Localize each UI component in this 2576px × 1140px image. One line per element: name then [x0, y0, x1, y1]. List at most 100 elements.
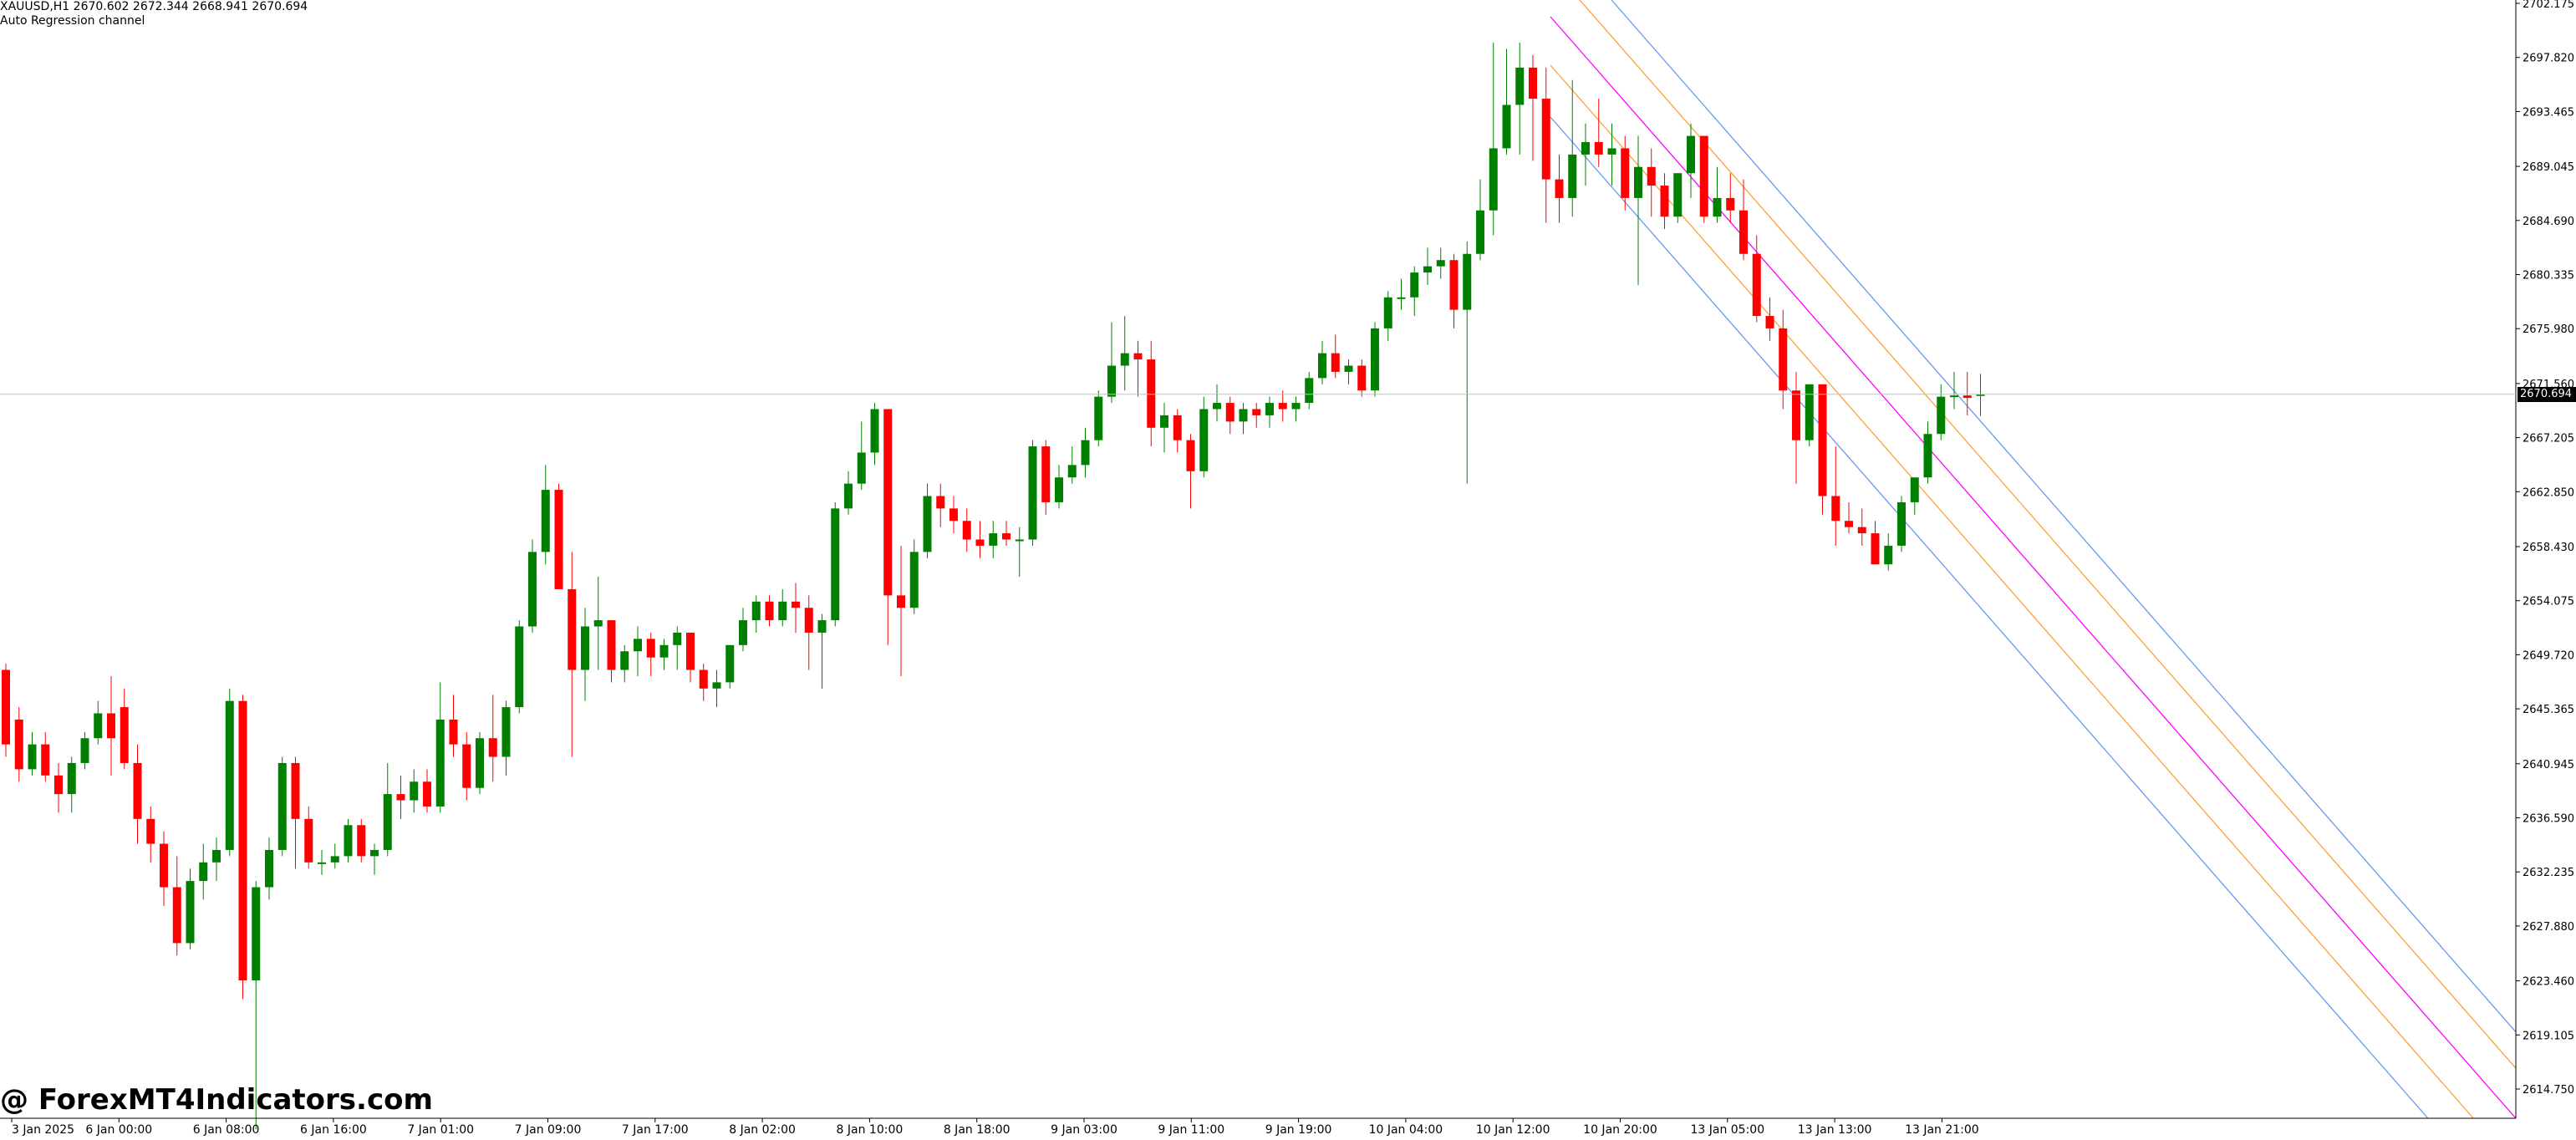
- candle-body: [1871, 533, 1880, 565]
- candle-body: [1699, 135, 1708, 217]
- candle: [844, 471, 853, 515]
- candle: [528, 539, 537, 633]
- candle: [1489, 43, 1498, 236]
- candle: [804, 595, 813, 670]
- candle-body: [67, 762, 76, 795]
- y-tick-label: 2675.980: [2523, 323, 2574, 336]
- candle: [1225, 396, 1235, 435]
- candle: [1634, 135, 1642, 285]
- candle-body: [857, 452, 866, 484]
- candle-body: [1687, 135, 1695, 174]
- candle-body: [1160, 415, 1168, 428]
- candle-body: [1568, 154, 1577, 198]
- candle: [1923, 421, 1932, 484]
- candle-body: [1002, 533, 1011, 540]
- candle: [1647, 148, 1656, 217]
- x-tick-label: 10 Jan 20:00: [1583, 1123, 1657, 1137]
- candle: [304, 806, 313, 869]
- candle: [1449, 253, 1459, 328]
- candle-body: [1015, 539, 1024, 542]
- candle-body: [14, 719, 23, 770]
- candle-body: [739, 620, 747, 645]
- candle-body: [686, 632, 695, 670]
- candle: [501, 700, 511, 776]
- candle: [870, 403, 879, 466]
- regression-channel: [1550, 0, 2517, 1119]
- candle-body: [1884, 545, 1893, 565]
- candle: [396, 775, 405, 819]
- candle-body: [1621, 148, 1630, 198]
- x-tick-label: 13 Jan 21:00: [1905, 1123, 1979, 1137]
- candle: [1950, 371, 1958, 410]
- candle-body: [673, 632, 682, 645]
- candle-body: [1186, 440, 1195, 471]
- candle-body: [909, 552, 919, 608]
- y-tick-label: 2614.750: [2523, 1084, 2574, 1097]
- candle-body: [1765, 316, 1774, 328]
- candle: [751, 595, 761, 633]
- y-tick-label: 2640.945: [2523, 759, 2574, 771]
- candle: [1818, 384, 1827, 515]
- candle-body: [1252, 409, 1261, 415]
- candle-body: [1383, 297, 1392, 328]
- candle: [370, 843, 379, 875]
- candle-body: [120, 707, 129, 763]
- candle-body: [554, 490, 563, 589]
- candle: [1067, 446, 1077, 484]
- y-tick-label: 2649.720: [2523, 649, 2574, 662]
- candle: [1699, 135, 1708, 223]
- candle-body: [1594, 142, 1603, 155]
- candle: [699, 664, 708, 701]
- candle-body: [712, 682, 721, 689]
- candle: [1133, 340, 1143, 397]
- x-tick-label: 9 Jan 19:00: [1265, 1123, 1332, 1137]
- candle: [67, 756, 76, 813]
- candle: [476, 731, 484, 795]
- candle-body: [568, 588, 577, 670]
- candle: [1055, 465, 1063, 509]
- candle: [1976, 374, 1985, 416]
- candle-body: [1199, 409, 1209, 471]
- candle: [1529, 55, 1537, 161]
- candle: [1305, 371, 1314, 410]
- candle: [634, 626, 642, 676]
- candle: [620, 644, 629, 683]
- x-tick-label: 6 Jan 08:00: [193, 1123, 260, 1137]
- candle-body: [699, 669, 708, 689]
- candle-body: [949, 508, 958, 522]
- candle-body: [1041, 446, 1051, 502]
- candle-body: [1147, 359, 1156, 428]
- candle-body: [1489, 148, 1498, 211]
- candle-body: [1436, 260, 1445, 267]
- candle: [541, 465, 550, 565]
- candle: [1160, 403, 1168, 453]
- candle: [488, 695, 497, 782]
- candle: [1555, 154, 1564, 223]
- candle: [14, 707, 23, 782]
- candle: [1410, 266, 1419, 317]
- x-tick-label: 13 Jan 13:00: [1798, 1123, 1872, 1137]
- candle: [344, 818, 353, 863]
- candle: [1607, 123, 1616, 186]
- candle-body: [1713, 197, 1722, 217]
- candle: [1239, 403, 1248, 435]
- candle-body: [435, 719, 445, 807]
- candle-body: [1357, 365, 1367, 391]
- y-tick-label: 2680.335: [2523, 270, 2574, 282]
- candle: [1015, 527, 1024, 578]
- candle-body: [370, 849, 379, 857]
- candle-body: [1055, 477, 1063, 502]
- candle: [659, 639, 669, 670]
- x-tick-label: 8 Jan 10:00: [837, 1123, 904, 1137]
- candle: [212, 837, 221, 882]
- candle-body: [186, 881, 195, 944]
- candle-body: [1081, 440, 1090, 466]
- candle: [238, 695, 247, 1000]
- candle: [1476, 179, 1484, 261]
- candle: [1779, 309, 1788, 410]
- candle-body: [225, 700, 234, 850]
- candle: [330, 843, 339, 869]
- candle-body: [1818, 384, 1827, 496]
